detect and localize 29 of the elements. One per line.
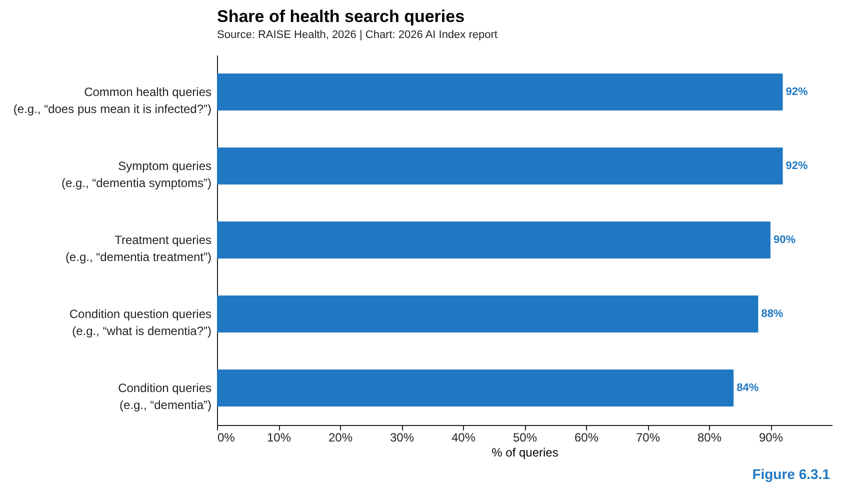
data-label: 88% [761, 308, 784, 320]
x-tick-label: 0% [218, 430, 236, 444]
bar [217, 148, 783, 184]
data-label: 84% [736, 382, 759, 394]
y-tick-label: Symptom queries (e.g., “dementia symptoms”) [61, 159, 212, 190]
x-tick-label: 90% [758, 430, 784, 444]
x-tick-label: 20% [328, 430, 353, 444]
data-label: 92% [786, 160, 808, 172]
x-tick-label: 40% [451, 430, 476, 444]
y-tick-label: Condition queries (e.g., “dementia”) [118, 381, 212, 412]
chart-title: Share of health search queries [217, 7, 465, 26]
y-tick-label: Common health queries (e.g., “does pus mean it is infected?”) [13, 85, 212, 116]
y-tick-label: Condition question queries (e.g., “what is dementia?”) [69, 307, 212, 338]
x-tick-label: 80% [697, 430, 722, 444]
x-tick-label: 10% [266, 430, 292, 444]
data-label: 92% [786, 86, 808, 98]
bar [217, 74, 783, 110]
x-tick-label: 70% [636, 430, 660, 444]
bar [217, 222, 770, 258]
bar [217, 296, 758, 332]
x-tick-label: 50% [512, 430, 538, 444]
chart-subtitle: Source: RAISE Health, 2026 | Chart: 2026 AI Index report [217, 29, 498, 41]
y-tick-label: Treatment queries (e.g., “dementia treatment”) [65, 233, 212, 264]
x-tick-label: 60% [574, 430, 599, 444]
bar [217, 370, 734, 406]
x-axis-title: % of queries [492, 446, 558, 460]
x-tick-label: 30% [390, 430, 414, 444]
data-label: 90% [774, 234, 796, 246]
caption: Figure 6.3.1 [752, 466, 830, 482]
